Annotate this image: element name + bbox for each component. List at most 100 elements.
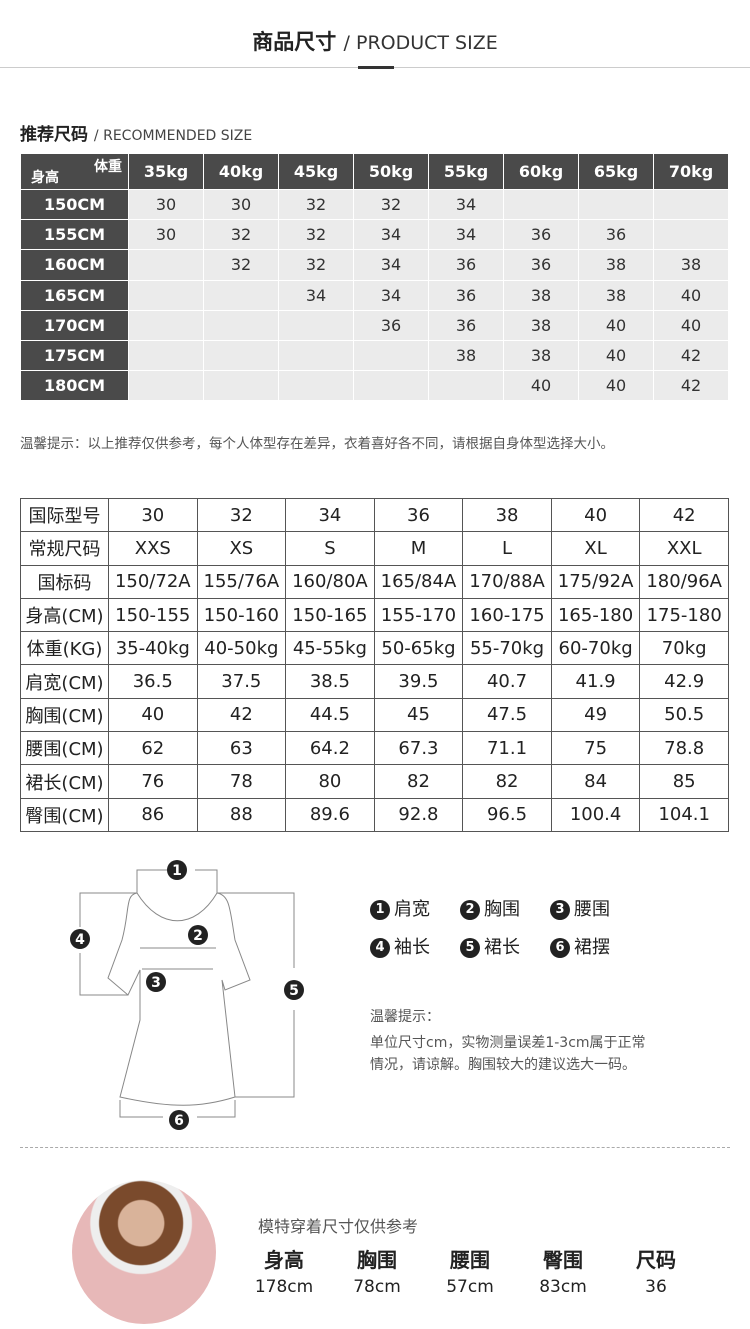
row-label: 腰围(CM)	[20, 731, 109, 766]
height-header: 170CM	[20, 309, 129, 341]
table-cell: 45-55kg	[285, 631, 375, 666]
table-cell: 50-65kg	[373, 631, 464, 666]
size-cell	[353, 370, 429, 402]
marker-6: 6	[174, 1113, 184, 1129]
table-cell: 55-70kg	[462, 631, 552, 666]
size-cell	[128, 249, 204, 281]
size-chart-table: 国际型号 30 32 34 36 38 40 42 常规尺码 XXS XS S M L XL XXL 国标码 15…	[20, 497, 729, 832]
weight-header: 50kg	[353, 153, 429, 190]
height-header: 175CM	[20, 339, 129, 372]
size-cell	[128, 339, 204, 372]
size-cell: 36	[503, 249, 579, 281]
table-cell: M	[373, 531, 464, 566]
table-cell: 80	[285, 764, 375, 799]
marker-5: 5	[289, 983, 299, 999]
height-header: 155CM	[20, 219, 129, 251]
table-cell: 38	[462, 497, 552, 533]
weight-header: 35kg	[128, 153, 204, 190]
legend-item: 2 胸围	[460, 895, 550, 921]
legend-item: 3 腰围	[550, 895, 640, 921]
model-value: 83cm	[539, 1277, 587, 1297]
size-cell: 40	[578, 370, 654, 402]
table-row: 裙长(CM) 76 78 80 82 82 84 85	[20, 764, 729, 799]
table-cell: 40-50kg	[196, 631, 287, 666]
table-row: 胸围(CM) 40 42 44.5 45 47.5 49 50.5	[20, 697, 729, 733]
table-row: 常规尺码 XXS XS S M L XL XXL	[20, 531, 729, 566]
recommended-title: 推荐尺码 / RECOMMENDED SIZE	[20, 120, 252, 145]
marker-1: 1	[172, 863, 182, 879]
table-cell: 78.8	[639, 731, 729, 766]
model-caption: 模特穿着尺寸仅供参考	[258, 1217, 419, 1236]
size-cell: 38	[578, 249, 654, 281]
table-cell: 89.6	[285, 797, 375, 832]
table-cell: 104.1	[639, 797, 729, 832]
row-label: 胸围(CM)	[20, 697, 109, 733]
weight-header: 65kg	[578, 153, 654, 190]
section-divider	[20, 1147, 730, 1148]
size-cell: 32	[203, 249, 279, 281]
table-row: 180CM 40 40 42	[20, 370, 729, 402]
table-cell: XL	[550, 531, 641, 566]
legend-label: 胸围	[484, 899, 520, 920]
marker-4: 4	[75, 932, 85, 948]
height-header: 165CM	[20, 279, 129, 311]
legend-label: 肩宽	[394, 899, 430, 920]
measurement-legend: 1 肩宽 2 胸围 3 腰围4 袖长 5 裙长 6 裙摆	[370, 895, 670, 971]
table-cell: 60-70kg	[550, 631, 641, 666]
model-header: 臀围	[543, 1248, 583, 1272]
note-title: 温馨提示：	[370, 1009, 440, 1025]
size-cell	[203, 279, 279, 311]
table-cell: 42	[639, 497, 729, 533]
table-row: 155CM 30 32 32 34 34 36 36	[20, 219, 729, 251]
size-cell	[128, 279, 204, 311]
table-cell: 165-180	[550, 597, 641, 633]
size-cell	[128, 370, 204, 402]
table-cell: 86	[108, 797, 198, 832]
table-cell: XS	[196, 531, 287, 566]
table-row: 国际型号 30 32 34 36 38 40 42	[20, 497, 729, 533]
weight-header: 60kg	[503, 153, 579, 190]
table-cell: 38.5	[285, 664, 375, 699]
table-cell: 64.2	[285, 731, 375, 766]
table-cell: 40	[550, 497, 641, 533]
legend-number-icon: 5	[460, 938, 480, 958]
size-cell: 38	[653, 249, 729, 281]
marker-4-icon	[70, 929, 90, 949]
legend-number-icon: 1	[370, 900, 390, 920]
table-row: 肩宽(CM) 36.5 37.5 38.5 39.5 40.7 41.9 42.9	[20, 664, 729, 699]
size-cell: 40	[503, 370, 579, 402]
size-cell	[653, 188, 729, 221]
table-cell: 62	[108, 731, 198, 766]
row-label: 国标码	[20, 564, 109, 599]
size-cell: 34	[278, 279, 354, 311]
table-cell: 160/80A	[285, 564, 375, 599]
model-header: 身高	[264, 1248, 304, 1272]
table-cell: 49	[550, 697, 641, 733]
table-cell: 42	[196, 697, 287, 733]
size-cell: 36	[503, 219, 579, 251]
size-cell	[278, 339, 354, 372]
corner-weight-label: 体重	[94, 159, 122, 175]
table-cell: 100.4	[550, 797, 641, 832]
legend-item: 6 裙摆	[550, 933, 640, 959]
tip-text: 温馨提示：以上推荐仅供参考，每个人体型存在差异，衣着喜好各不同，请根据自身体型选…	[20, 436, 614, 452]
table-cell: 41.9	[550, 664, 641, 699]
legend-label: 腰围	[574, 899, 610, 920]
table-cell: 155/76A	[196, 564, 287, 599]
title-accent-bar	[358, 66, 394, 69]
size-cell: 40	[578, 309, 654, 341]
table-cell: 42.9	[639, 664, 729, 699]
table-cell: 180/96A	[639, 564, 729, 599]
table-cell: XXS	[108, 531, 198, 566]
model-header: 腰围	[450, 1248, 490, 1272]
table-row: 165CM 34 34 36 38 38 40	[20, 279, 729, 311]
measurement-note: 温馨提示： 单位尺寸cm，实物测量误差1-3cm属于正常 情况，请谅解。胸围较大…	[370, 1006, 646, 1076]
legend-item: 5 裙长	[460, 933, 550, 959]
table-row: 体重(KG) 35-40kg 40-50kg 45-55kg 50-65kg 55-70k…	[20, 631, 729, 666]
size-cell: 36	[578, 219, 654, 251]
size-cell: 30	[128, 188, 204, 221]
table-cell: 155-170	[373, 597, 464, 633]
table-cell: 63	[196, 731, 287, 766]
title-en: / PRODUCT SIZE	[343, 32, 498, 54]
table-row: 175CM 38 38 40 42	[20, 339, 729, 372]
